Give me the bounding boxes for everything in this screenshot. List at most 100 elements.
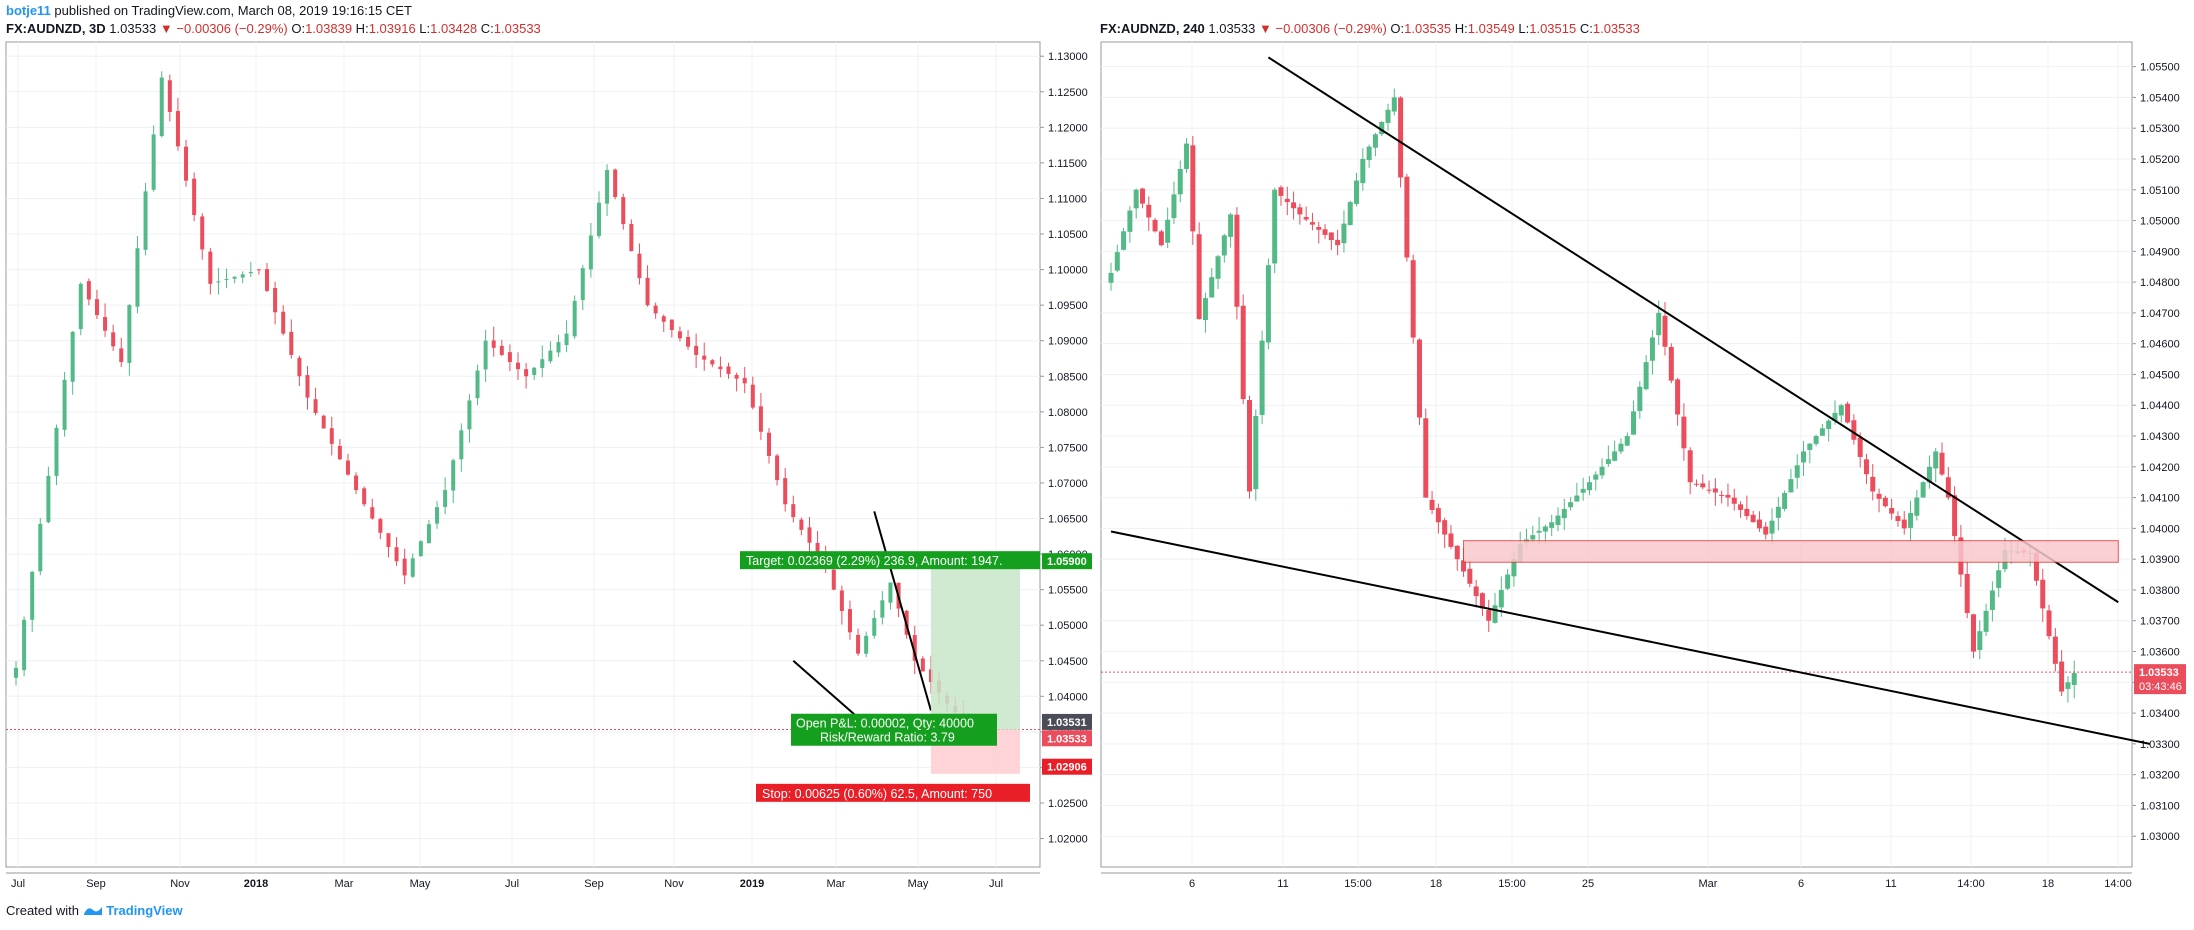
candle-body — [1914, 497, 1920, 516]
candle-body — [1177, 168, 1183, 195]
x-tick-label: 11 — [1277, 878, 1288, 890]
y-tick-label: 1.05200 — [2140, 154, 2180, 166]
stop-label-text: Stop: 0.00625 (0.60%) 62.5, Amount: 750 — [762, 787, 992, 801]
candle-body — [248, 271, 253, 274]
candle-body — [1467, 568, 1473, 584]
candle-body — [742, 377, 747, 384]
candle-body — [46, 475, 51, 523]
candle-body — [1127, 210, 1133, 232]
candle-body — [1882, 497, 1888, 507]
candle-body — [1794, 465, 1800, 478]
candle-body — [1416, 339, 1422, 418]
candle-body — [119, 348, 124, 363]
candle-body — [872, 618, 877, 636]
candle-body — [775, 455, 780, 481]
candle-body — [758, 406, 763, 432]
candle-body — [240, 274, 245, 278]
candle-body — [1303, 217, 1309, 220]
candle-body — [1612, 451, 1618, 461]
candle-body — [1568, 502, 1574, 508]
candle-body — [1580, 488, 1586, 493]
candle-body — [321, 415, 326, 429]
x-tick-label: 15:00 — [1498, 878, 1526, 890]
candle-body — [1473, 586, 1479, 597]
candle-body — [499, 345, 504, 355]
right-chart-panel: 1.05500 1.05400 1.05300 1.05200 1.05100 1.050… — [1100, 41, 2186, 890]
pnl-label: Open P&L: 0.00002, Qty: 40000Risk/Reward… — [791, 713, 997, 746]
candle-body — [726, 366, 731, 374]
candle-body — [1926, 466, 1932, 483]
candle-body — [1744, 508, 1750, 517]
y-tick-label: 1.03700 — [2140, 616, 2180, 628]
trendline — [1110, 530, 2150, 745]
candle-body — [1870, 476, 1876, 492]
left-chart-title: FX:AUDNZD, 3D 1.03533 ▼ −0.00306 (−0.29%… — [6, 21, 541, 36]
candle-body — [313, 399, 318, 414]
right-high: 1.03549 — [1467, 21, 1515, 36]
candle-body — [2033, 552, 2039, 581]
candle-body — [1681, 416, 1687, 449]
candle-body — [1297, 207, 1303, 215]
candle-body — [111, 332, 116, 347]
candle-body — [1391, 97, 1397, 112]
y-tick-label: 1.03800 — [2140, 585, 2180, 597]
tradingview-logo-icon — [83, 907, 102, 915]
candle-body — [1442, 520, 1448, 535]
candle-body — [1637, 386, 1643, 411]
candle-body — [151, 134, 156, 190]
candle-body — [750, 384, 755, 408]
candle-body — [1889, 508, 1895, 514]
candle-body — [378, 519, 383, 533]
candle-body — [815, 542, 820, 556]
candle-body — [1712, 488, 1718, 493]
candle-body — [1977, 631, 1983, 651]
candle-body — [167, 80, 172, 112]
candle-body — [1555, 515, 1561, 526]
candle-body — [1114, 252, 1120, 271]
candle-body — [653, 305, 658, 314]
candle-body — [1775, 506, 1781, 518]
candle-body — [475, 370, 480, 399]
candle-body — [532, 367, 537, 375]
tradingview-brand[interactable]: TradingView — [106, 903, 183, 918]
candle-body — [402, 558, 407, 576]
candle-body — [1360, 158, 1366, 184]
x-tick-label: 18 — [2042, 878, 2054, 890]
candle-body — [1693, 483, 1699, 485]
y-tick-label: 1.08500 — [1048, 371, 1088, 383]
y-tick-label: 1.11000 — [1048, 193, 1087, 205]
right-open: 1.03535 — [1404, 21, 1452, 36]
candle-body — [1945, 477, 1951, 498]
candle-body — [1801, 451, 1807, 463]
candle-body — [718, 366, 723, 370]
candle-body — [1706, 489, 1712, 491]
candle-body — [1511, 559, 1517, 577]
candle-body — [1845, 403, 1851, 423]
candle-body — [1895, 516, 1901, 521]
candle-body — [467, 400, 472, 430]
candle-body — [1530, 535, 1536, 540]
candle-body — [208, 251, 213, 284]
candle-body — [1857, 437, 1863, 457]
y-tick-label: 1.05300 — [2140, 123, 2180, 135]
left-close: 1.03533 — [493, 21, 541, 36]
author-link[interactable]: botje11 — [6, 3, 51, 18]
candle-body — [1184, 143, 1190, 169]
price-label-box — [1042, 713, 1092, 730]
candle-body — [143, 191, 148, 250]
candle-body — [86, 281, 91, 300]
candle-body — [1215, 256, 1221, 279]
candle-body — [839, 590, 844, 611]
candle-body — [435, 507, 440, 524]
candle-body — [669, 319, 674, 331]
x-tick-label: Mar — [1699, 878, 1718, 890]
candle-body — [1738, 504, 1744, 510]
resistance-zone — [1463, 540, 2119, 563]
y-tick-label: 1.09000 — [1048, 336, 1088, 348]
candle-body — [710, 360, 715, 365]
candle-body — [1901, 519, 1907, 529]
left-low: 1.03428 — [430, 21, 478, 36]
candle-body — [799, 519, 804, 530]
candle-body — [1209, 277, 1215, 298]
